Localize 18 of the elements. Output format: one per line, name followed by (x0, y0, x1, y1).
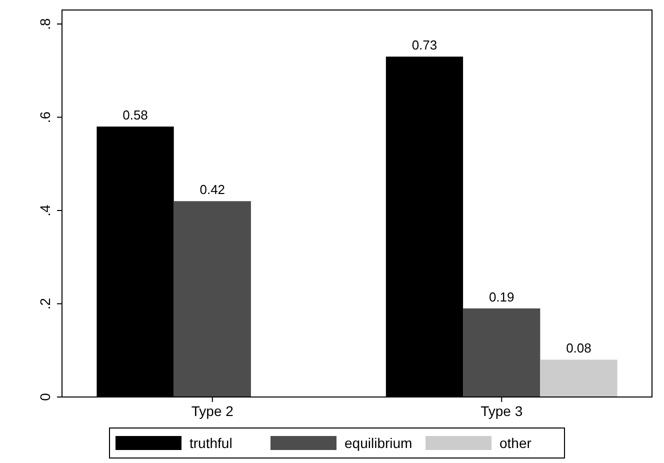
bar (463, 308, 540, 397)
y-tick-label: 0 (37, 392, 53, 401)
data-label: 0.08 (566, 340, 592, 356)
legend-label: other (500, 435, 532, 451)
x-tick-label: Type 3 (480, 403, 523, 419)
bar (174, 201, 251, 397)
data-label: 0.58 (122, 108, 148, 123)
y-tick-label: .8 (37, 18, 53, 30)
legend-label: equilibrium (344, 435, 412, 451)
data-label: 0.19 (488, 289, 514, 304)
x-tick-label: Type 2 (191, 403, 234, 419)
y-tick-label: .2 (37, 298, 53, 310)
y-tick-label: .4 (37, 204, 53, 216)
data-label: 0.42 (200, 182, 226, 198)
y-tick-label: .6 (37, 111, 53, 124)
bar (540, 360, 618, 397)
legend-label: truthful (190, 435, 232, 451)
data-label: 0.73 (412, 38, 438, 53)
